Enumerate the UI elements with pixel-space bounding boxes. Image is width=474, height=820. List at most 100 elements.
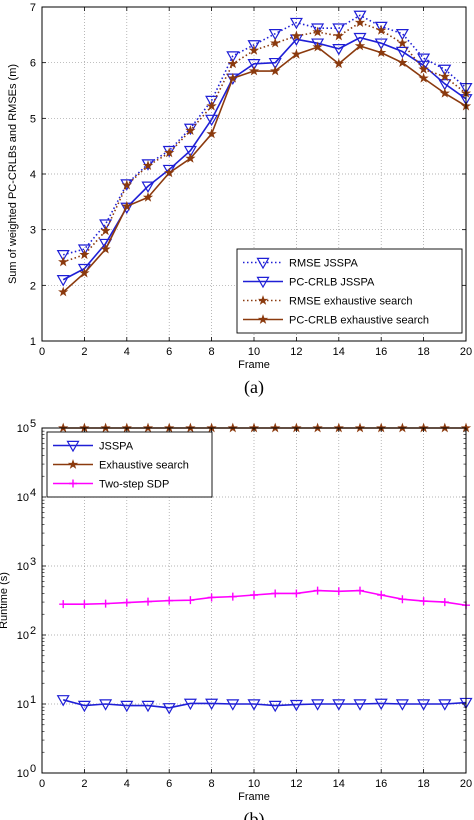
chart-b-series-0-point	[77, 700, 91, 713]
chart-a-x-tick-label: 6	[166, 346, 172, 358]
chart-a-series-0-point	[247, 40, 261, 52]
chart-b-x-tick-label: 10	[248, 778, 260, 790]
chart-b-series-2	[59, 586, 470, 610]
chart-a-x-tick-label: 16	[375, 346, 387, 358]
chart-a-series-1-point	[205, 114, 219, 127]
chart-a-series-1-point	[183, 145, 197, 158]
chart-a-series-2-point	[418, 63, 429, 74]
chart-a-series-0-point	[268, 28, 282, 41]
chart-a-series-0-point	[289, 17, 303, 30]
chart-a-series-3-point	[142, 191, 154, 202]
chart-b-series-0-point	[141, 700, 155, 713]
chart-b-series-2-point	[122, 598, 131, 607]
chart-b-series-0-point	[226, 699, 240, 711]
chart-a-x-tick-label: 18	[417, 346, 429, 358]
chart-a-series-3-point	[58, 286, 69, 297]
chart-a-legend-swatch-marker	[257, 314, 269, 324]
chart-b-series-0-point	[374, 698, 388, 711]
chart-a-series-3-point	[333, 58, 344, 69]
chart-b-x-tick-label: 8	[209, 778, 215, 790]
chart-b-series-0	[56, 695, 473, 715]
chart-a-series-1-point	[141, 181, 155, 193]
chart-b-series-2-point	[313, 586, 322, 595]
chart-a-series-2-point	[270, 37, 281, 48]
chart-b-x-tick-label: 12	[290, 778, 302, 790]
chart-a-series-2-point	[142, 160, 154, 171]
chart-b-series-0-point	[205, 698, 219, 711]
chart-b-y-tick-exponent: 0	[30, 763, 36, 775]
chart-b-x-tick-label: 16	[375, 778, 387, 790]
chart-b-legend-swatch-marker	[69, 479, 77, 488]
chart-a-series-1-point	[417, 60, 431, 73]
chart-a-x-tick-label: 14	[333, 346, 345, 358]
chart-b-series-0-point	[353, 699, 367, 711]
chart-a-y-axis-label: Sum of weighted PC-CRLBs and RMSEs (m)	[7, 64, 19, 284]
chart-a-series-2-point	[397, 37, 408, 48]
chart-b-series-2-point	[398, 595, 407, 604]
chart-a-series-3-point	[248, 65, 260, 76]
chart-b-y-tick-exponent: 5	[30, 418, 36, 430]
chart-b-series-0-point	[183, 698, 197, 711]
chart-a-x-tick-label: 8	[209, 346, 215, 358]
chart-a-series-0-point	[395, 28, 409, 41]
chart-b-series-2-point	[419, 597, 428, 606]
chart-a-series-1-point	[438, 79, 452, 91]
chart-b-series-2-point	[207, 593, 216, 602]
chart-a-series-1-point	[247, 59, 261, 71]
chart-a-series-3-point	[206, 128, 217, 139]
chart-b-series-2-point	[356, 586, 364, 595]
chart-a-legend-swatch-marker	[256, 276, 270, 289]
chart-b-series-2-point	[377, 590, 386, 599]
chart-b-series-2-point	[144, 597, 152, 606]
chart-a-series-3-point	[270, 65, 281, 76]
chart-a-legend-swatch-marker	[256, 257, 270, 270]
chart-a-series-3-point	[418, 72, 429, 83]
chart-a-x-tick-label: 20	[460, 346, 472, 358]
chart-a-series-3-point	[312, 41, 323, 52]
chart-b-y-tick-label: 10	[17, 561, 29, 573]
chart-b-y-tick-exponent: 2	[30, 625, 36, 637]
chart-a-y-tick-label: 1	[30, 336, 36, 348]
chart-b-y-axis-label: Runtime (s)	[0, 572, 10, 629]
chart-b-series-2-point	[228, 592, 237, 601]
chart-a-series-0-point	[332, 23, 346, 35]
chart-a-legend-entry: RMSE exhaustive search	[289, 296, 413, 308]
chart-b-series-0-point	[332, 699, 346, 711]
chart-b-legend-entry: Two-step SDP	[99, 479, 169, 491]
chart-a-series-1-point	[374, 38, 388, 50]
chart-a-y-tick-label: 6	[30, 58, 36, 70]
chart-a-series-0-point	[226, 51, 240, 63]
chart-b-y-tick-exponent: 3	[30, 556, 36, 568]
chart-a-series-2-point	[227, 58, 238, 69]
chart-a-series-3-point	[354, 40, 366, 51]
chart-a-panel-label: (a)	[244, 377, 264, 398]
chart-a-series-0-point	[353, 10, 367, 23]
chart-a-y-tick-label: 3	[30, 225, 36, 237]
chart-a-series-0-point	[374, 21, 388, 34]
chart-a-series-0-point	[77, 244, 91, 256]
chart-a-series-2-point	[291, 30, 302, 41]
chart-a-x-tick-label: 4	[124, 346, 130, 358]
chart-a-x-tick-label: 0	[39, 346, 45, 358]
chart-a-series-3-point	[397, 57, 408, 68]
chart-a-legend-entry: PC-CRLB exhaustive search	[289, 315, 429, 327]
chart-b-x-tick-label: 14	[333, 778, 345, 790]
chart-b-series-0-point	[247, 699, 261, 711]
chart-a-series-3-point	[291, 48, 302, 59]
chart-b-series-2-point	[165, 596, 174, 605]
chart-b-y-tick-label: 10	[17, 423, 29, 435]
chart-a-series-0-point	[311, 23, 325, 35]
chart-b-series-2-point	[271, 589, 280, 598]
chart-a-series-1-point	[353, 32, 367, 45]
chart-b-x-tick-label: 0	[39, 778, 45, 790]
chart-a-series-0-point	[438, 64, 452, 77]
chart-b-y-tick-exponent: 1	[30, 694, 36, 706]
chart-a-legend-swatch-marker	[257, 295, 269, 305]
chart-a-series-3-point	[121, 200, 132, 211]
chart-a-series-0-point	[56, 249, 70, 262]
chart-b-series-0-point	[417, 699, 431, 711]
chart-b-series-2-point	[440, 598, 449, 607]
